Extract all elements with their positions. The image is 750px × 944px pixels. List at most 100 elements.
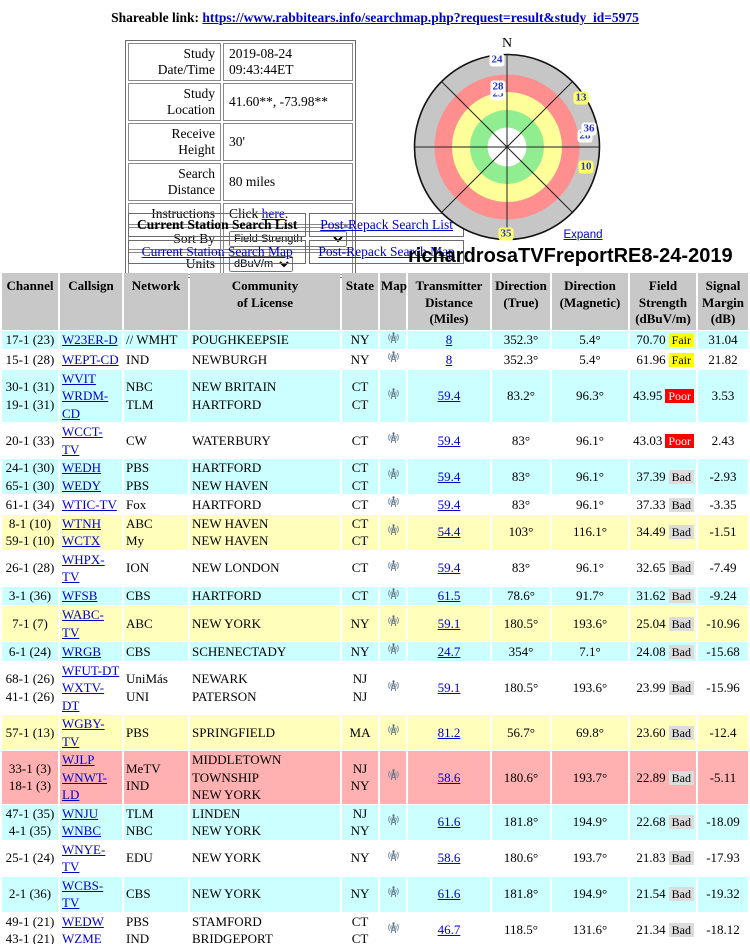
callsign-link[interactable]: WNJU bbox=[62, 805, 99, 821]
callsign-cell: WVIT WRDM-CD bbox=[60, 369, 122, 422]
callsign-link[interactable]: WABC-TV bbox=[62, 607, 104, 640]
expand-chart-link[interactable]: Expand bbox=[563, 229, 603, 241]
direction-true-cell: 181.8° bbox=[492, 876, 550, 912]
direction-true-cell: 180.5° bbox=[492, 661, 550, 714]
map-antenna-icon[interactable] bbox=[386, 350, 401, 364]
distance-link[interactable]: 24.7 bbox=[437, 643, 461, 659]
callsign-link[interactable]: WTNH bbox=[62, 515, 101, 531]
direction-magnetic-cell: 5.4° bbox=[552, 350, 628, 369]
callsign-link[interactable]: WEDW bbox=[62, 913, 104, 929]
column-header: Signal Margin (dB) bbox=[698, 273, 748, 330]
distance-link[interactable]: 59.4 bbox=[437, 468, 461, 484]
distance-cell: 59.4 bbox=[408, 423, 490, 458]
signal-margin-cell: -15.96 bbox=[698, 661, 748, 714]
distance-link[interactable]: 59.1 bbox=[437, 615, 461, 631]
distance-link[interactable]: 58.6 bbox=[437, 850, 461, 866]
field-strength-value: 61.96 bbox=[636, 351, 666, 367]
column-header: Map bbox=[380, 273, 407, 330]
map-antenna-icon[interactable] bbox=[386, 495, 401, 509]
distance-link[interactable]: 8 bbox=[445, 332, 453, 347]
map-antenna-icon[interactable] bbox=[386, 331, 401, 345]
direction-magnetic-cell: 131.6° bbox=[552, 912, 628, 944]
table-header-row: Channel Callsign Network Community of Licen… bbox=[2, 273, 748, 330]
distance-link[interactable]: 46.7 bbox=[437, 922, 461, 938]
callsign-link[interactable]: WRDM-CD bbox=[62, 388, 109, 421]
callsign-link[interactable]: WFUT-DT bbox=[62, 662, 120, 678]
distance-link[interactable]: 61.5 bbox=[437, 588, 461, 603]
map-antenna-icon[interactable] bbox=[386, 885, 401, 899]
callsign-link[interactable]: WRGB bbox=[62, 643, 101, 659]
map-antenna-icon[interactable] bbox=[386, 559, 401, 573]
callsign-link[interactable]: WCTX bbox=[62, 533, 101, 548]
network-cell: CBS bbox=[124, 876, 188, 912]
chart-channel-label: 35 bbox=[498, 227, 514, 241]
map-antenna-icon[interactable] bbox=[386, 523, 401, 537]
direction-magnetic-cell: 96.1° bbox=[552, 459, 628, 494]
callsign-link[interactable]: WGBY-TV bbox=[62, 716, 105, 749]
callsign-link[interactable]: WCBS-TV bbox=[62, 877, 104, 911]
channel-cell: 57-1 (13) bbox=[2, 715, 58, 750]
current-station-search-map-link[interactable]: Current Station Search Map bbox=[128, 240, 307, 264]
post-repack-search-map-link[interactable]: Post-Repack Search Map bbox=[309, 240, 464, 264]
distance-link[interactable]: 59.4 bbox=[437, 388, 461, 403]
polar-chart-rings bbox=[413, 53, 601, 241]
channel-cell: 17-1 (23) bbox=[2, 330, 58, 349]
map-antenna-icon[interactable] bbox=[386, 679, 401, 693]
map-antenna-icon[interactable] bbox=[386, 813, 401, 827]
callsign-link[interactable]: WNYE-TV bbox=[62, 841, 106, 875]
distance-link[interactable]: 59.1 bbox=[437, 680, 461, 695]
callsign-link[interactable]: WNWT-LD bbox=[62, 769, 108, 803]
callsign-link[interactable]: WVIT bbox=[62, 370, 96, 386]
callsign-link[interactable]: WCCT-TV bbox=[62, 424, 103, 457]
distance-link[interactable]: 59.4 bbox=[437, 432, 461, 448]
channel-cell: 3-1 (36) bbox=[2, 586, 58, 605]
map-antenna-icon[interactable] bbox=[386, 642, 401, 656]
signal-margin-cell: 3.53 bbox=[698, 369, 748, 422]
sort-by-select[interactable]: Field Strength bbox=[229, 231, 347, 247]
distance-cell: 54.4 bbox=[408, 514, 490, 550]
direction-magnetic-cell: 193.6° bbox=[552, 661, 628, 714]
callsign-link[interactable]: WEDY bbox=[62, 477, 101, 493]
table-row: 7-1 (7) WABC-TV ABC NEW YORK NY 59.1 180… bbox=[2, 606, 748, 641]
state-cell: NJ NJ bbox=[342, 661, 378, 714]
distance-link[interactable]: 81.2 bbox=[437, 724, 461, 740]
callsign-cell: WTIC-TV bbox=[60, 495, 122, 514]
distance-link[interactable]: 61.6 bbox=[437, 886, 461, 902]
map-antenna-icon[interactable] bbox=[386, 921, 401, 935]
column-header: Network bbox=[124, 273, 188, 330]
map-antenna-icon[interactable] bbox=[386, 723, 401, 737]
distance-link[interactable]: 54.4 bbox=[437, 524, 461, 540]
map-antenna-icon[interactable] bbox=[386, 768, 401, 782]
distance-link[interactable]: 61.6 bbox=[437, 814, 461, 830]
direction-magnetic-cell: 91.7° bbox=[552, 586, 628, 605]
callsign-link[interactable]: WEPT-CD bbox=[62, 351, 119, 367]
callsign-link[interactable]: WFSB bbox=[62, 588, 98, 603]
map-antenna-icon[interactable] bbox=[386, 849, 401, 863]
callsign-link[interactable]: WEDH bbox=[62, 460, 101, 475]
distance-link[interactable]: 8 bbox=[445, 351, 453, 367]
distance-link[interactable]: 59.4 bbox=[437, 496, 461, 512]
map-antenna-icon[interactable] bbox=[386, 587, 401, 601]
distance-link[interactable]: 59.4 bbox=[437, 560, 461, 576]
map-antenna-icon[interactable] bbox=[386, 467, 401, 481]
community-cell: NEWARK PATERSON bbox=[190, 661, 340, 714]
callsign-link[interactable]: WJLP bbox=[62, 752, 95, 767]
direction-magnetic-cell: 96.1° bbox=[552, 495, 628, 514]
callsign-link[interactable]: W23ER-D bbox=[62, 332, 118, 347]
field-strength-cell: 43.95 Poor bbox=[630, 369, 696, 422]
callsign-link[interactable]: WHPX-TV bbox=[62, 551, 105, 585]
shareable-link-url[interactable]: https://www.rabbitears.info/searchmap.ph… bbox=[202, 10, 639, 25]
units-select[interactable]: dBuV/m bbox=[229, 256, 293, 272]
callsign-link[interactable]: WTIC-TV bbox=[62, 496, 117, 512]
callsign-link[interactable]: WZME bbox=[62, 931, 102, 944]
direction-true-cell: 180.5° bbox=[492, 606, 550, 641]
map-antenna-icon[interactable] bbox=[386, 387, 401, 401]
table-row: 25-1 (24) WNYE-TV EDU NEW YORK NY 58.6 1… bbox=[2, 840, 748, 876]
signal-quality-badge: Bad bbox=[668, 525, 694, 540]
callsign-link[interactable]: WNBC bbox=[62, 823, 101, 838]
map-antenna-icon[interactable] bbox=[386, 614, 401, 628]
callsign-link[interactable]: WXTV-DT bbox=[62, 680, 105, 713]
direction-true-cell: 118.5° bbox=[492, 912, 550, 944]
distance-link[interactable]: 58.6 bbox=[437, 769, 461, 785]
map-antenna-icon[interactable] bbox=[386, 431, 401, 445]
